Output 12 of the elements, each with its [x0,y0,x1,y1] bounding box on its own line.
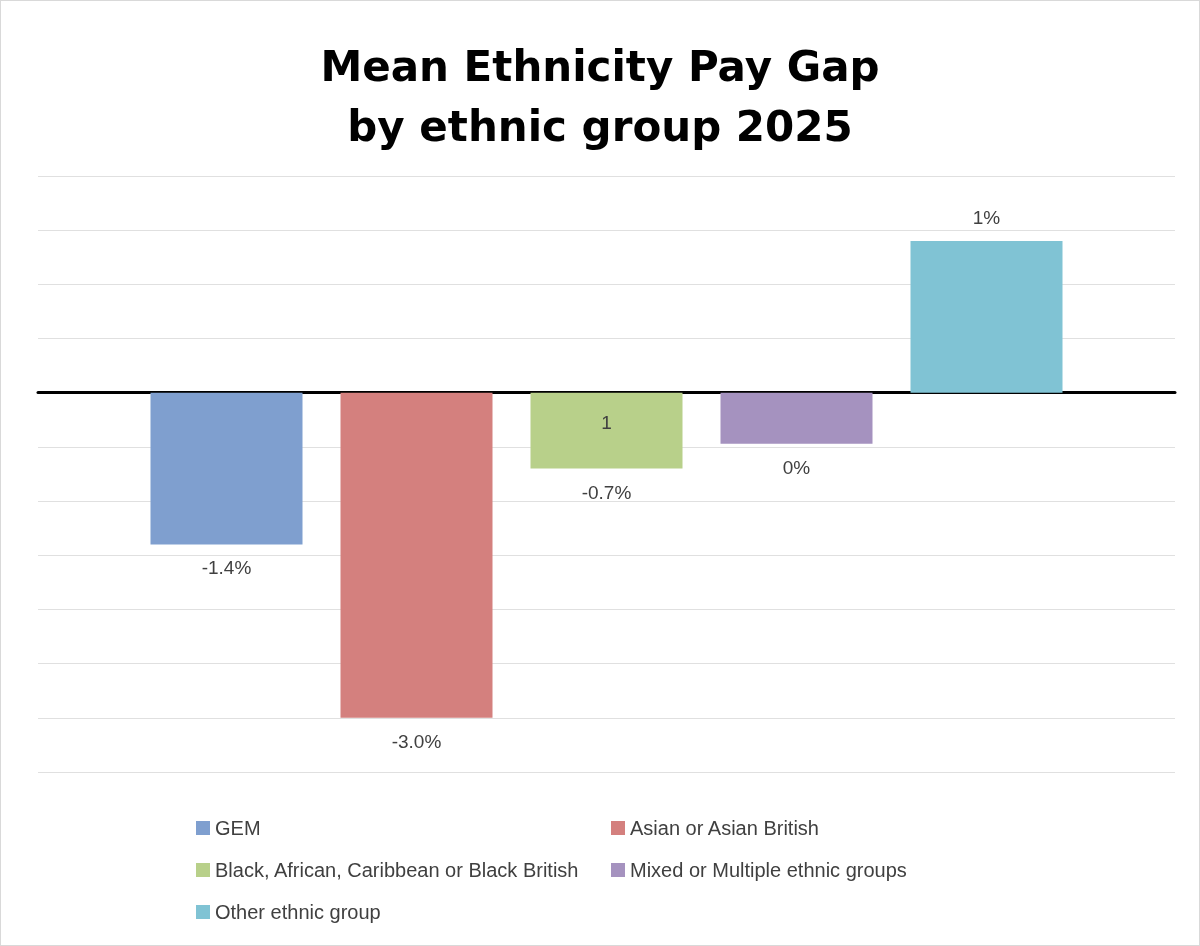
legend-label: GEM [215,817,261,839]
legend-label: Asian or Asian British [630,817,819,839]
legend-label: Other ethnic group [215,901,381,923]
legend-label: Mixed or Multiple ethnic groups [630,859,907,881]
chart-title: Mean Ethnicity Pay Gap by ethnic group 2025 [320,41,880,151]
legend-label: Black, African, Caribbean or Black British [215,859,579,881]
annotation: 1 [601,412,612,434]
data-label: -0.7% [581,481,632,503]
data-label: 1% [972,207,1001,229]
data-label: -3.0% [391,730,442,752]
data-label: 0% [782,456,811,478]
data-label: -1.4% [201,557,252,579]
